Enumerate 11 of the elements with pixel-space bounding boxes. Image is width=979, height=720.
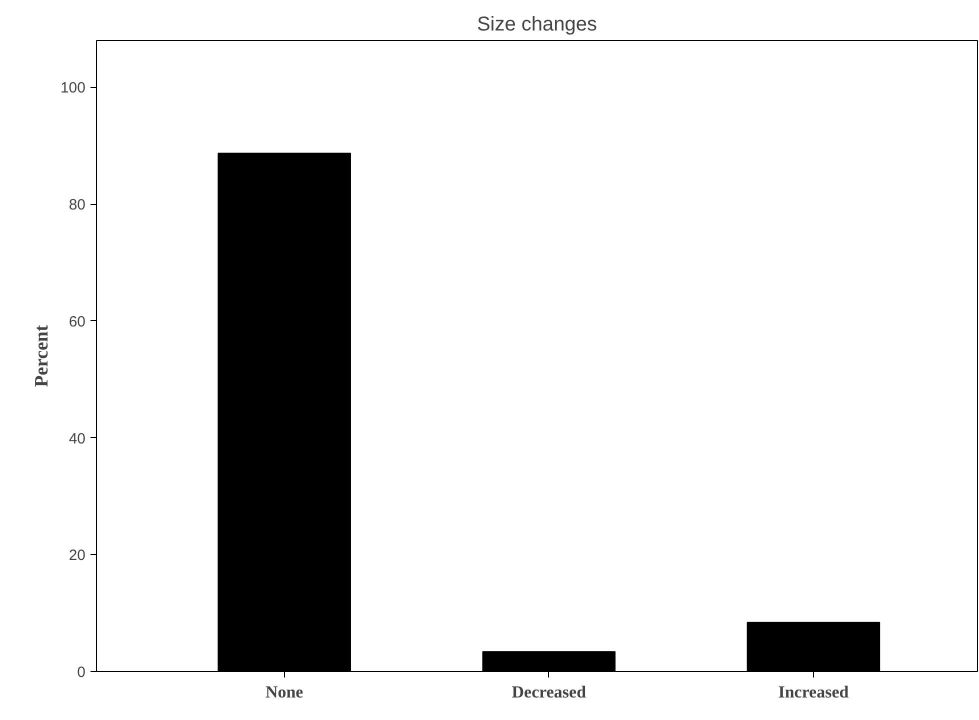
chart-title: Size changes [476, 14, 598, 36]
x-tick-label: Increased [778, 682, 850, 702]
y-tick-label: 0 [77, 664, 86, 681]
y-tick-label: 20 [68, 547, 86, 564]
y-tick-label: 80 [68, 196, 86, 214]
x-tick-label: Decreased [512, 682, 587, 702]
y-tick-label: 100 [60, 80, 86, 97]
y-tick-label: 60 [68, 313, 86, 330]
y-tick-label: 40 [68, 430, 86, 448]
x-tick-label: None [265, 682, 304, 702]
y-axis-title: Percent [31, 324, 52, 387]
